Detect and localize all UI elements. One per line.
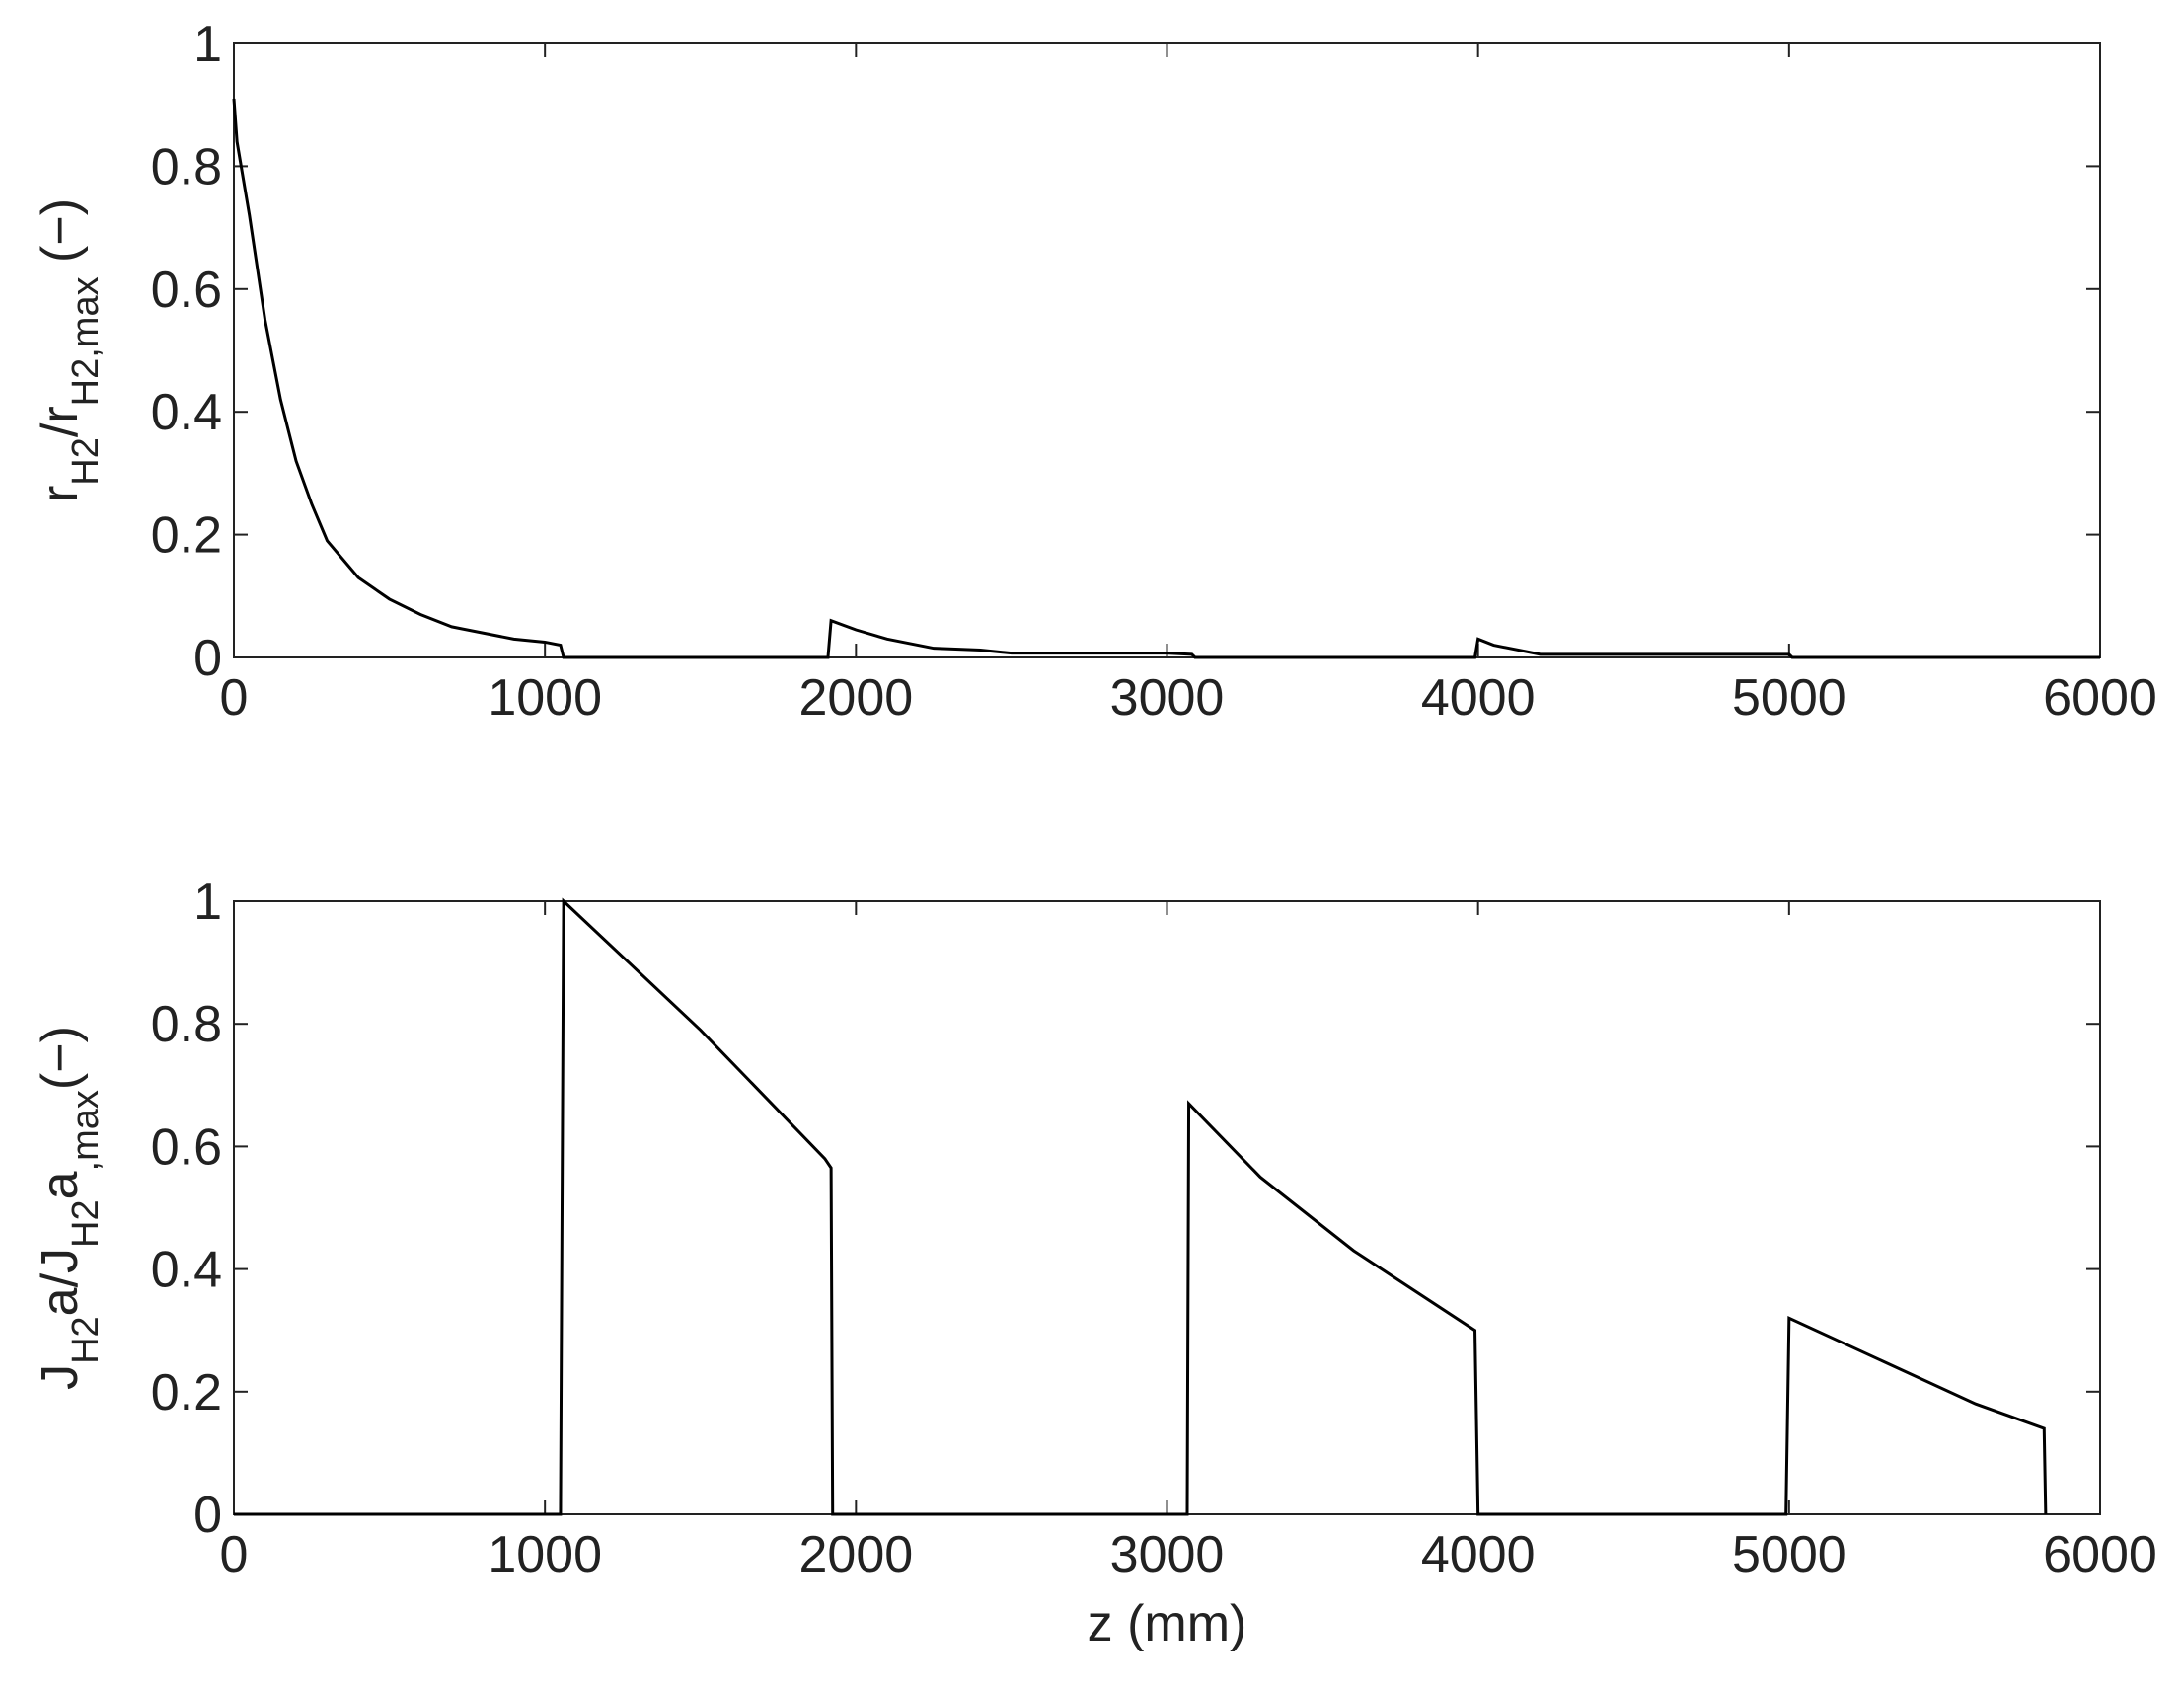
y-tick-label: 0.2 [151, 1364, 222, 1421]
y-tick-label: 1 [193, 16, 222, 73]
y-axis-label-part: J [32, 1364, 89, 1390]
y-axis-label-part: H2 [65, 437, 107, 486]
x-tick-label: 1000 [488, 669, 602, 727]
data-line [234, 897, 2048, 1516]
x-tick-label: 5000 [1732, 669, 1846, 727]
x-tick-label: 4000 [1421, 669, 1536, 727]
y-axis-label-part: H2,max [65, 276, 107, 406]
x-tick-label: 0 [220, 1526, 249, 1583]
y-axis-label-part: /r [32, 406, 89, 437]
y-axis-label: JH2a/JH2a,max(−) [32, 1026, 107, 1390]
y-tick-label: 0 [193, 1487, 222, 1544]
y-tick-label: 0.2 [151, 507, 222, 565]
x-tick-label: 4000 [1421, 1526, 1536, 1583]
x-tick-label: 1000 [488, 1526, 602, 1583]
y-axis-label-part: (−) [32, 198, 89, 276]
y-tick-label: 0.4 [151, 384, 222, 441]
y-tick-label: 0.8 [151, 996, 222, 1053]
y-tick-label: 0.6 [151, 262, 222, 319]
y-axis-label: rH2/rH2,max (−) [32, 198, 107, 502]
x-tick-label: 2000 [798, 1526, 913, 1583]
plot-frame [233, 900, 2101, 1515]
data-line [232, 98, 2100, 659]
y-tick-label: 1 [193, 874, 222, 931]
x-tick-label: 5000 [1732, 1526, 1846, 1583]
y-tick-label: 0 [193, 630, 222, 687]
x-axis-label: z (mm) [1088, 1595, 1247, 1652]
y-axis-label-part: ,max [65, 1090, 107, 1171]
y-axis-label-part: H2 [65, 1199, 107, 1248]
y-tick-label: 0.4 [151, 1242, 222, 1299]
x-tick-label: 2000 [798, 669, 913, 727]
x-tick-label: 0 [220, 669, 249, 727]
y-axis-label-part: H2 [65, 1316, 107, 1364]
plot-frame [233, 42, 2101, 658]
y-axis-label-part: r [32, 486, 89, 502]
y-tick-label: 0.8 [151, 138, 222, 195]
x-tick-label: 3000 [1110, 669, 1225, 727]
x-tick-label: 6000 [2043, 1526, 2157, 1583]
x-tick-label: 3000 [1110, 1526, 1225, 1583]
y-axis-label-part: a [32, 1171, 89, 1199]
y-axis-label-part: (−) [32, 1026, 89, 1090]
x-tick-label: 6000 [2043, 669, 2157, 727]
y-axis-label-part: a/J [32, 1248, 89, 1316]
y-tick-label: 0.6 [151, 1118, 222, 1176]
